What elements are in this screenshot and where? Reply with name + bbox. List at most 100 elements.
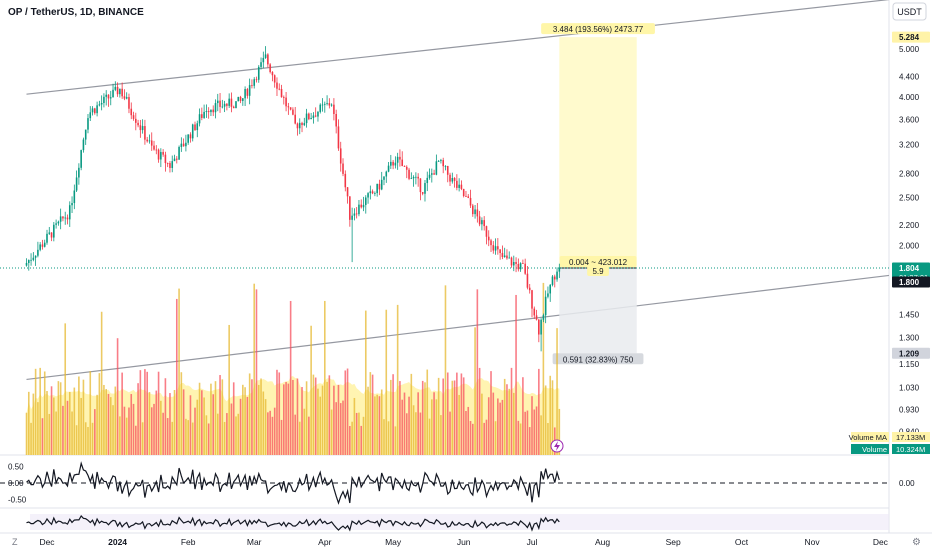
price-tick-label: 4.000 xyxy=(899,93,920,102)
currency-button[interactable]: USDT xyxy=(892,2,927,21)
gear-icon[interactable]: ⚙ xyxy=(912,537,921,548)
volume-bar xyxy=(68,391,71,455)
candle-body xyxy=(544,296,547,316)
candle-body xyxy=(53,224,55,238)
osc1-tick-label: 0.00 xyxy=(8,479,24,488)
svg-text:17.133M: 17.133M xyxy=(896,433,925,442)
candle-body xyxy=(369,191,372,194)
candle-body xyxy=(528,287,531,291)
candle-body xyxy=(121,88,123,97)
price-tick-label: 3.200 xyxy=(899,141,920,150)
long-position-tool[interactable]: 3.484 (193.56%) 2473.77 0.004 ~ 423.0125.… xyxy=(0,23,889,365)
volume-bar xyxy=(408,396,410,455)
volume-bar xyxy=(164,378,167,455)
candle-body xyxy=(490,240,492,246)
candle-body xyxy=(242,98,244,101)
candle-body xyxy=(467,196,470,198)
candle-body xyxy=(383,176,385,180)
entry-text-label-2[interactable]: 5.9 xyxy=(587,264,609,276)
stop-price-tag[interactable]: 1.209 xyxy=(892,347,930,359)
candle-body xyxy=(330,104,333,106)
volume-bar xyxy=(394,426,397,455)
candle-body xyxy=(508,257,511,259)
volume-bar xyxy=(419,412,422,455)
target-text-label[interactable]: 3.484 (193.56%) 2473.77 xyxy=(541,23,655,35)
time-tick-label: 2024 xyxy=(108,537,127,547)
price-axis[interactable]: 5.000 4.400 4.000 3.600 3.200 2.800 2.500 2.200… xyxy=(849,0,932,455)
volume-bar xyxy=(330,409,333,455)
candle-body xyxy=(162,152,164,155)
candle-body xyxy=(519,263,522,270)
volume-bar xyxy=(246,396,249,455)
volume-bar xyxy=(57,381,60,455)
entry-text-label-1[interactable]: 0.004 ~ 423.012 xyxy=(559,255,637,267)
volume-bar xyxy=(150,407,153,455)
candle-body xyxy=(264,54,267,58)
volume-bar xyxy=(349,426,351,455)
candle-body xyxy=(239,96,242,101)
candle-body xyxy=(314,115,317,117)
crosshair-price-tag[interactable]: 1.800 xyxy=(892,276,930,288)
volume-bar xyxy=(503,378,506,455)
volume-bar xyxy=(385,309,388,455)
candle-body xyxy=(335,114,337,127)
price-tick-label: 1.150 xyxy=(899,360,920,369)
volume-bar xyxy=(214,381,217,455)
time-tick-label: Nov xyxy=(805,537,821,547)
candle-body xyxy=(119,88,121,95)
volume-bar xyxy=(519,423,522,455)
candle-body xyxy=(269,64,271,73)
volume-bar xyxy=(508,388,511,455)
price-tick-label: 2.800 xyxy=(899,169,920,178)
candle-body xyxy=(78,167,80,178)
price-tick-label: 0.840 xyxy=(899,427,920,436)
candle-body xyxy=(171,161,174,168)
candle-body xyxy=(221,106,224,108)
z-label[interactable]: Z xyxy=(12,537,18,547)
candle-body xyxy=(96,105,98,114)
volume-bar xyxy=(444,285,447,455)
trend-lines[interactable] xyxy=(26,0,890,381)
candle-body xyxy=(294,114,296,124)
candle-body xyxy=(109,97,112,99)
osc1-line xyxy=(26,461,560,505)
time-tick-label: Aug xyxy=(595,537,610,547)
candle-body xyxy=(426,177,429,184)
volume-bar xyxy=(41,418,44,455)
stop-text-label[interactable]: 0.591 (32.83%) 750 xyxy=(552,353,644,365)
volume-bar xyxy=(485,419,488,455)
volume-bar xyxy=(80,397,82,455)
candle-body xyxy=(251,85,253,86)
candle-body xyxy=(112,89,114,98)
volume-bar xyxy=(267,412,269,455)
lightning-icon[interactable] xyxy=(550,439,564,453)
volume-bar xyxy=(235,416,237,455)
volume-bar xyxy=(298,421,301,455)
volume-bar xyxy=(437,377,440,455)
candle-body xyxy=(353,213,356,216)
candle-body xyxy=(27,260,30,263)
candle-body xyxy=(212,109,215,113)
volume-bar xyxy=(196,399,199,455)
candle-body xyxy=(276,82,278,89)
time-axis[interactable]: Dec 2024 Feb Mar Apr May Jun Jul Aug Sep Oct Nov Dec xyxy=(39,537,888,547)
volume-bar xyxy=(355,412,358,455)
volume-bar xyxy=(544,385,547,455)
volume-bar xyxy=(478,367,481,455)
volume-bar xyxy=(144,369,146,455)
volume-bar xyxy=(121,372,123,455)
volume-bar xyxy=(401,399,404,455)
candle-body xyxy=(485,226,488,237)
volume-bar xyxy=(114,386,117,455)
volume-bar xyxy=(239,398,242,455)
volume-bar xyxy=(130,394,133,455)
candle-body xyxy=(424,183,426,194)
candle-body xyxy=(385,171,388,177)
candle-body xyxy=(510,257,513,266)
candle-body xyxy=(465,195,467,197)
target-price-tag[interactable]: 5.284 xyxy=(892,31,930,43)
volume-bar xyxy=(112,405,114,455)
volume-bar xyxy=(59,382,62,455)
candle-body xyxy=(494,246,497,251)
